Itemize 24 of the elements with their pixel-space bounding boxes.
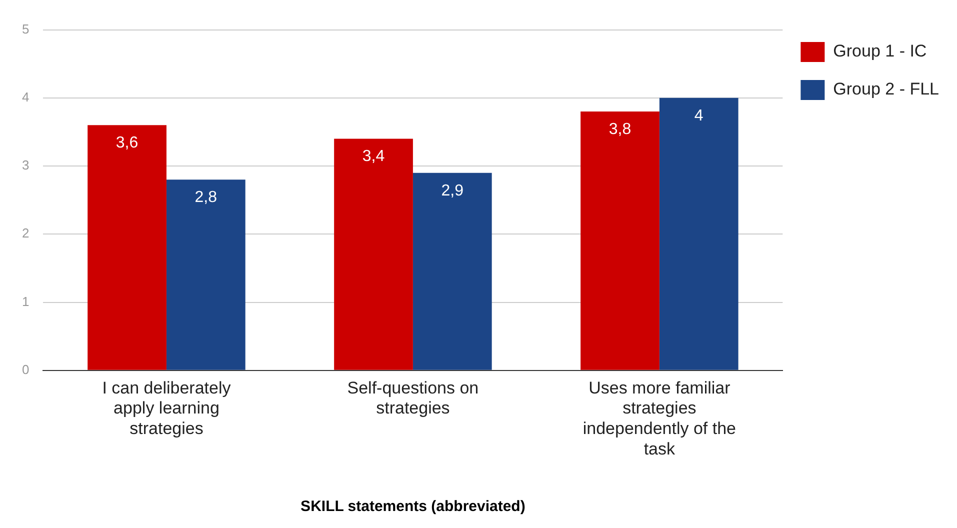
y-tick-label: 5 (22, 21, 30, 36)
data-label: 3,4 (362, 148, 385, 166)
data-label: 3,6 (116, 134, 138, 152)
bar (659, 98, 738, 370)
data-label: 2,8 (194, 189, 218, 206)
bar (166, 180, 246, 370)
legend-label: Group 2 - FLL (833, 80, 939, 99)
x-tick-label: I can deliberately apply learning strategies (102, 378, 232, 438)
bar (334, 138, 413, 370)
data-label: 4 (694, 107, 704, 124)
data-label: 2,9 (441, 182, 464, 200)
legend-label: Group 1 - IC (833, 42, 927, 61)
y-tick-label: 3 (22, 158, 30, 173)
bar (412, 172, 492, 370)
x-tick-label: Self-questions on strategies (347, 378, 479, 418)
y-tick-label: 2 (22, 226, 30, 241)
data-label: 3,8 (608, 120, 632, 138)
y-tick-label: 0 (22, 362, 30, 377)
y-tick-label: 1 (22, 294, 30, 309)
bar (580, 112, 660, 370)
y-tick-label: 4 (22, 90, 30, 104)
bar (88, 125, 166, 370)
x-axis-title: SKILL statements (abbreviated) (300, 498, 526, 516)
x-tick-label: Uses more familiar strategies independently of the task (582, 378, 736, 458)
